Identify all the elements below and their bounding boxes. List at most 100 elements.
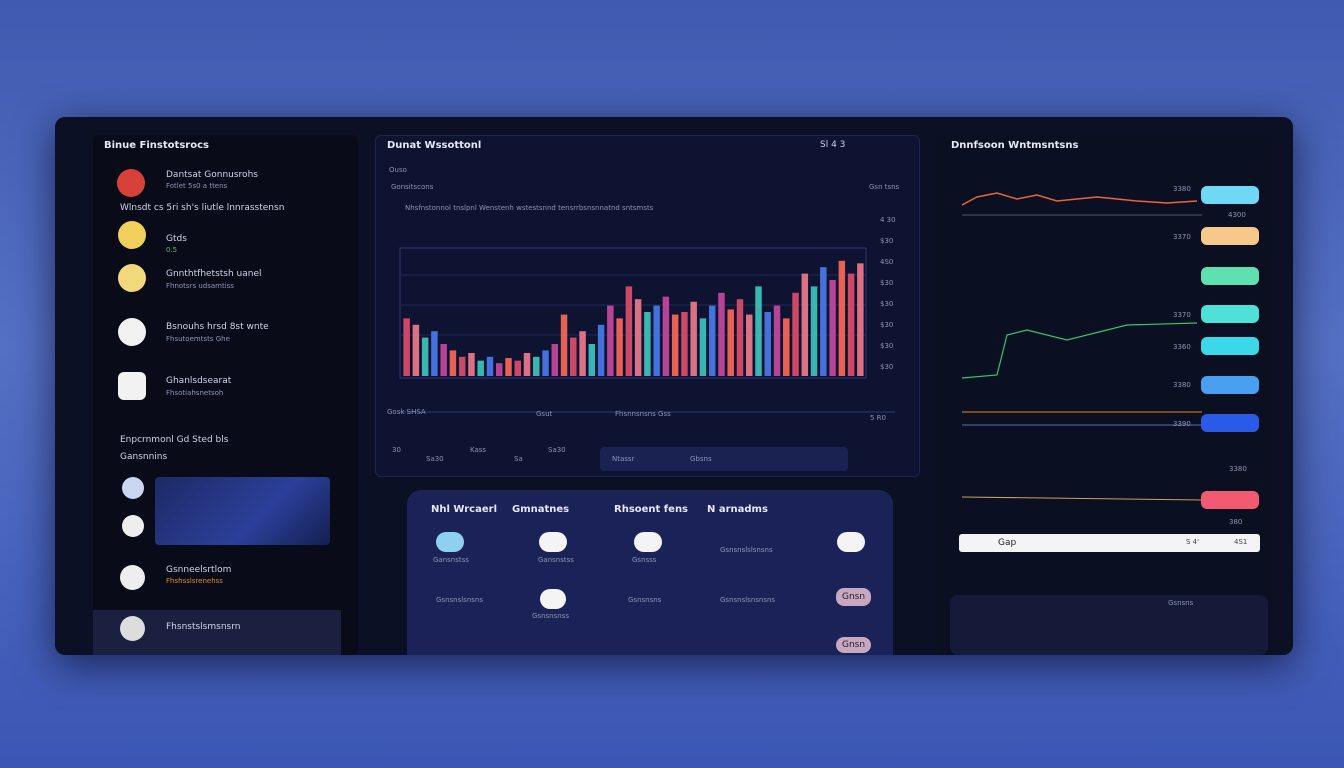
label: Ouso (389, 166, 407, 174)
bar (505, 358, 512, 376)
bar (579, 331, 586, 376)
section-sub: Gansnnins (120, 452, 168, 462)
bar (662, 296, 670, 376)
section-heading: Wlnsdt cs 5ri sh's liutle lnnrasstensn (120, 203, 285, 213)
column-header: Rhsoent fens (614, 504, 689, 515)
bar (810, 286, 818, 376)
bar (523, 352, 531, 376)
bar (486, 356, 494, 376)
row-text: Gsnsss (632, 556, 657, 564)
control[interactable]: 30 (392, 446, 401, 454)
bar (690, 301, 697, 376)
search-bar[interactable] (959, 534, 1260, 552)
value-label: 3390 (1173, 420, 1191, 428)
indicator[interactable] (1201, 337, 1259, 355)
icon[interactable] (120, 616, 145, 641)
footer-label: Gsnsns (1168, 599, 1194, 607)
item-name: Gtds (166, 234, 187, 244)
caption: Nhsfnstonnol tnslpnl Wenstenh wstestsnnd… (405, 204, 654, 212)
search-meta: 4S1 (1234, 538, 1248, 546)
column-header: Gmnatnes (512, 504, 570, 515)
axis-label: $30 (880, 321, 894, 329)
bar (699, 318, 707, 376)
thumbnail[interactable] (155, 477, 330, 545)
axis-label: $30 (880, 237, 894, 245)
bar (801, 273, 809, 376)
bar (820, 267, 827, 376)
avatar[interactable] (117, 169, 145, 197)
indicator[interactable] (1201, 414, 1259, 432)
value-label: 3370 (1173, 311, 1191, 319)
section-heading: Enpcrnmonl Gd Sted bls (120, 435, 229, 445)
item-detail: Fhnotsrs udsamtiss (166, 282, 234, 290)
icon[interactable] (436, 532, 464, 552)
bar (764, 312, 772, 376)
value-label: 3380 (1173, 381, 1191, 389)
right-panel (937, 135, 1273, 655)
column-header: N arnadms (707, 504, 768, 515)
axis-label: 4S0 (880, 258, 894, 266)
indicator[interactable] (1201, 227, 1259, 245)
control[interactable]: Gbsns (690, 455, 712, 463)
footer-label: Gosk SHSA (387, 408, 426, 416)
icon[interactable] (122, 477, 144, 499)
bar (746, 314, 753, 376)
control-bar[interactable] (600, 447, 848, 471)
coin-icon[interactable] (118, 318, 146, 346)
control[interactable]: Sa30 (426, 455, 444, 463)
control[interactable]: Sa30 (548, 446, 566, 454)
bar (829, 280, 836, 376)
indicator[interactable] (1201, 267, 1259, 285)
toolbar[interactable]: Sl 4 3 (820, 140, 846, 150)
icon[interactable] (122, 515, 144, 537)
item-detail: Fotlet 5s0 a ttens (166, 182, 228, 190)
icon[interactable] (634, 532, 662, 552)
value-label: 3360 (1173, 343, 1191, 351)
chart-subtitle: Gonsitscons (391, 183, 434, 191)
row-text: Gsnsnsnss (532, 612, 569, 620)
bar (477, 360, 484, 376)
control[interactable]: Kass (470, 446, 487, 454)
bar (708, 305, 716, 376)
bar (634, 299, 642, 376)
bar (718, 292, 725, 376)
indicator[interactable] (1201, 186, 1259, 204)
center-panel (375, 135, 920, 477)
footer-label: Gsut (536, 410, 553, 418)
badge[interactable]: Gnsn (836, 588, 872, 606)
control[interactable]: Sa (514, 455, 523, 463)
icon[interactable] (120, 565, 145, 590)
bar (773, 305, 781, 376)
bar (551, 344, 559, 376)
indicator[interactable] (1201, 491, 1259, 509)
icon[interactable] (539, 532, 567, 552)
axis-label: $30 (880, 363, 894, 371)
control[interactable]: Ntassr (612, 455, 635, 463)
bar (681, 312, 688, 376)
item-detail: Fhsotiahsnetsoh (166, 389, 224, 397)
item-detail: Fhshsslsrenehss (166, 577, 223, 585)
indicator[interactable] (1201, 376, 1259, 394)
item-detail: Fhsutoemtsts Ghe (166, 335, 230, 343)
icon[interactable] (540, 589, 566, 609)
trace (961, 322, 1198, 379)
coin-icon[interactable] (118, 264, 146, 292)
row-text: Gsnsnslsnsns (436, 596, 483, 604)
axis-label: $30 (880, 279, 894, 287)
coin-icon[interactable] (118, 221, 146, 249)
bar (458, 356, 466, 376)
bar (847, 273, 855, 376)
bar (727, 309, 734, 376)
bar (514, 360, 521, 376)
bar (857, 263, 864, 376)
footer-label: 5 R0 (870, 414, 886, 422)
item-name: Fhsnstslsmsnsrn (166, 622, 241, 632)
icon[interactable] (837, 532, 865, 552)
coin-icon[interactable] (118, 372, 146, 400)
item-name: Gnnthtfhetstsh uanel (166, 269, 262, 279)
bar (542, 350, 549, 376)
indicator[interactable] (1201, 305, 1259, 323)
badge[interactable]: Gnsn (836, 637, 872, 653)
bar (597, 324, 605, 376)
search-text[interactable]: Gap (998, 538, 1017, 548)
